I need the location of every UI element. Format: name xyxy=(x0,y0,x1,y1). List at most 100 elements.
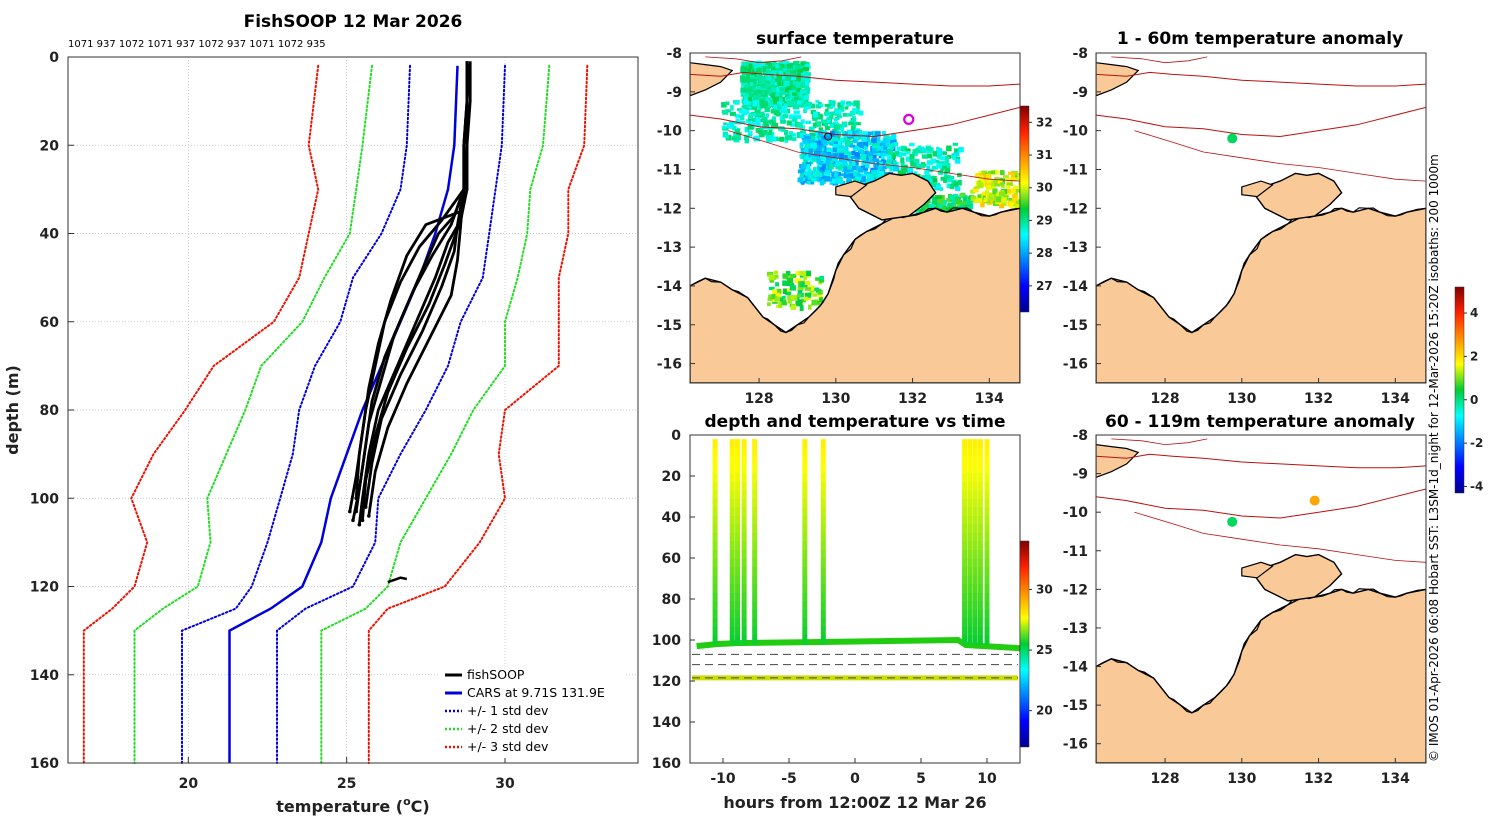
cast-segment xyxy=(967,447,973,457)
cast-segment xyxy=(972,550,978,560)
cast-segment xyxy=(735,533,741,543)
profile-xlabel: temperature (oC) xyxy=(276,795,429,816)
map-c-title: 60 - 119m temperature anomaly xyxy=(1105,412,1415,432)
sst-pixel xyxy=(768,286,775,291)
cast-segment xyxy=(972,567,978,577)
anomaly-point xyxy=(1309,495,1320,506)
cast-segment xyxy=(977,456,983,466)
sst-pixel xyxy=(829,100,836,106)
cast-segment xyxy=(967,541,973,551)
sst-pixel xyxy=(793,81,799,86)
sst-pixel xyxy=(804,287,811,291)
sst-pixel xyxy=(931,165,939,170)
cast-segment xyxy=(729,627,735,637)
cast-segment xyxy=(984,473,990,483)
sst-pixel xyxy=(937,153,943,159)
sst-pixel xyxy=(946,162,951,169)
sst-pixel xyxy=(795,91,802,96)
sst-pixel xyxy=(757,92,762,99)
y-tick-label: -12 xyxy=(1063,582,1088,598)
sst-pixel xyxy=(1014,177,1020,181)
sst-pixel xyxy=(743,66,748,71)
sst-pixel xyxy=(985,184,992,191)
sst-pixel xyxy=(847,101,852,105)
sst-pixel xyxy=(751,67,757,73)
sst-pixel xyxy=(846,103,852,107)
cast-segment xyxy=(729,447,735,457)
cast-segment xyxy=(741,558,747,568)
sst-pixel xyxy=(775,78,781,83)
fishsoop-profile xyxy=(354,61,469,512)
sst-pixel xyxy=(835,178,842,184)
sst-pixel xyxy=(925,146,931,151)
sst-pixel xyxy=(800,132,804,139)
cast-segment xyxy=(820,627,826,637)
x-tick-label: 30 xyxy=(495,776,515,792)
sst-pixel xyxy=(792,117,797,122)
sst-pixel xyxy=(819,181,824,186)
sst-pixel xyxy=(726,123,733,129)
map-a-colorbar-ticks: 27 28 29 30 31 32 xyxy=(1029,115,1053,293)
cast-segment xyxy=(962,515,968,526)
sst-pixel xyxy=(803,103,809,108)
cast-segment xyxy=(984,490,990,500)
sst-pixel xyxy=(805,120,812,125)
sst-pixel xyxy=(889,167,894,172)
cast-segment xyxy=(802,507,808,517)
cast-segment xyxy=(735,550,741,560)
cast-segment xyxy=(972,635,978,645)
sst-pixel xyxy=(776,288,782,294)
sst-pixel xyxy=(1011,188,1016,194)
sst-pixel xyxy=(746,106,752,111)
sst-pixel xyxy=(746,74,750,79)
sst-pixel xyxy=(797,177,804,183)
sst-pixel xyxy=(795,65,802,70)
sst-pixel xyxy=(771,118,776,124)
sst-pixel xyxy=(799,92,803,98)
sst-pixel xyxy=(792,92,797,96)
sst-pixel xyxy=(997,179,1003,184)
coast-detail xyxy=(1379,211,1396,217)
sst-pixel xyxy=(759,104,767,109)
sst-pixel xyxy=(747,70,753,77)
y-tick-label: 160 xyxy=(30,756,59,772)
sst-pixel xyxy=(725,109,731,113)
sst-pixel xyxy=(792,83,799,89)
cast-segment xyxy=(802,601,808,611)
map-a-title: surface temperature xyxy=(756,29,954,49)
sst-pixel xyxy=(721,125,726,130)
cast-segment xyxy=(967,627,973,637)
depth-time-panel: depth and temperature vs time -10 -5 0 5 100… xyxy=(652,412,1053,812)
sst-pixel xyxy=(835,140,841,146)
sst-pixel xyxy=(835,166,842,170)
sst-pixel xyxy=(980,203,985,208)
sst-pixel xyxy=(776,71,780,77)
sst-pixel xyxy=(822,152,828,156)
sst-pixel xyxy=(801,172,807,178)
legend-box xyxy=(438,666,624,758)
sst-pixel xyxy=(945,176,950,180)
sst-pixel xyxy=(721,102,727,108)
cast-segment xyxy=(752,473,758,483)
sst-pixel xyxy=(721,109,728,113)
cast-segment xyxy=(972,592,978,602)
sst-pixel xyxy=(833,139,838,144)
sst-pixel xyxy=(929,203,935,209)
cast-segment xyxy=(712,618,718,628)
cast-segment xyxy=(962,575,968,585)
sst-pixel xyxy=(765,113,770,118)
sst-pixel xyxy=(810,142,817,149)
sst-pixel xyxy=(959,193,966,198)
cast-segment xyxy=(967,524,973,534)
cast-segment xyxy=(712,567,718,577)
fishsoop-end-point xyxy=(348,509,352,514)
sst-pixel xyxy=(1000,197,1007,203)
cast-segment xyxy=(984,541,990,551)
coast-detail xyxy=(1260,611,1273,621)
x-tick-label: 132 xyxy=(1304,391,1333,407)
sst-pixel xyxy=(772,92,776,96)
sst-pixel xyxy=(817,134,822,141)
colorbar-tick-label: 32 xyxy=(1036,115,1053,129)
sst-pixel xyxy=(807,168,812,174)
x-tick-label: 134 xyxy=(1381,391,1410,407)
